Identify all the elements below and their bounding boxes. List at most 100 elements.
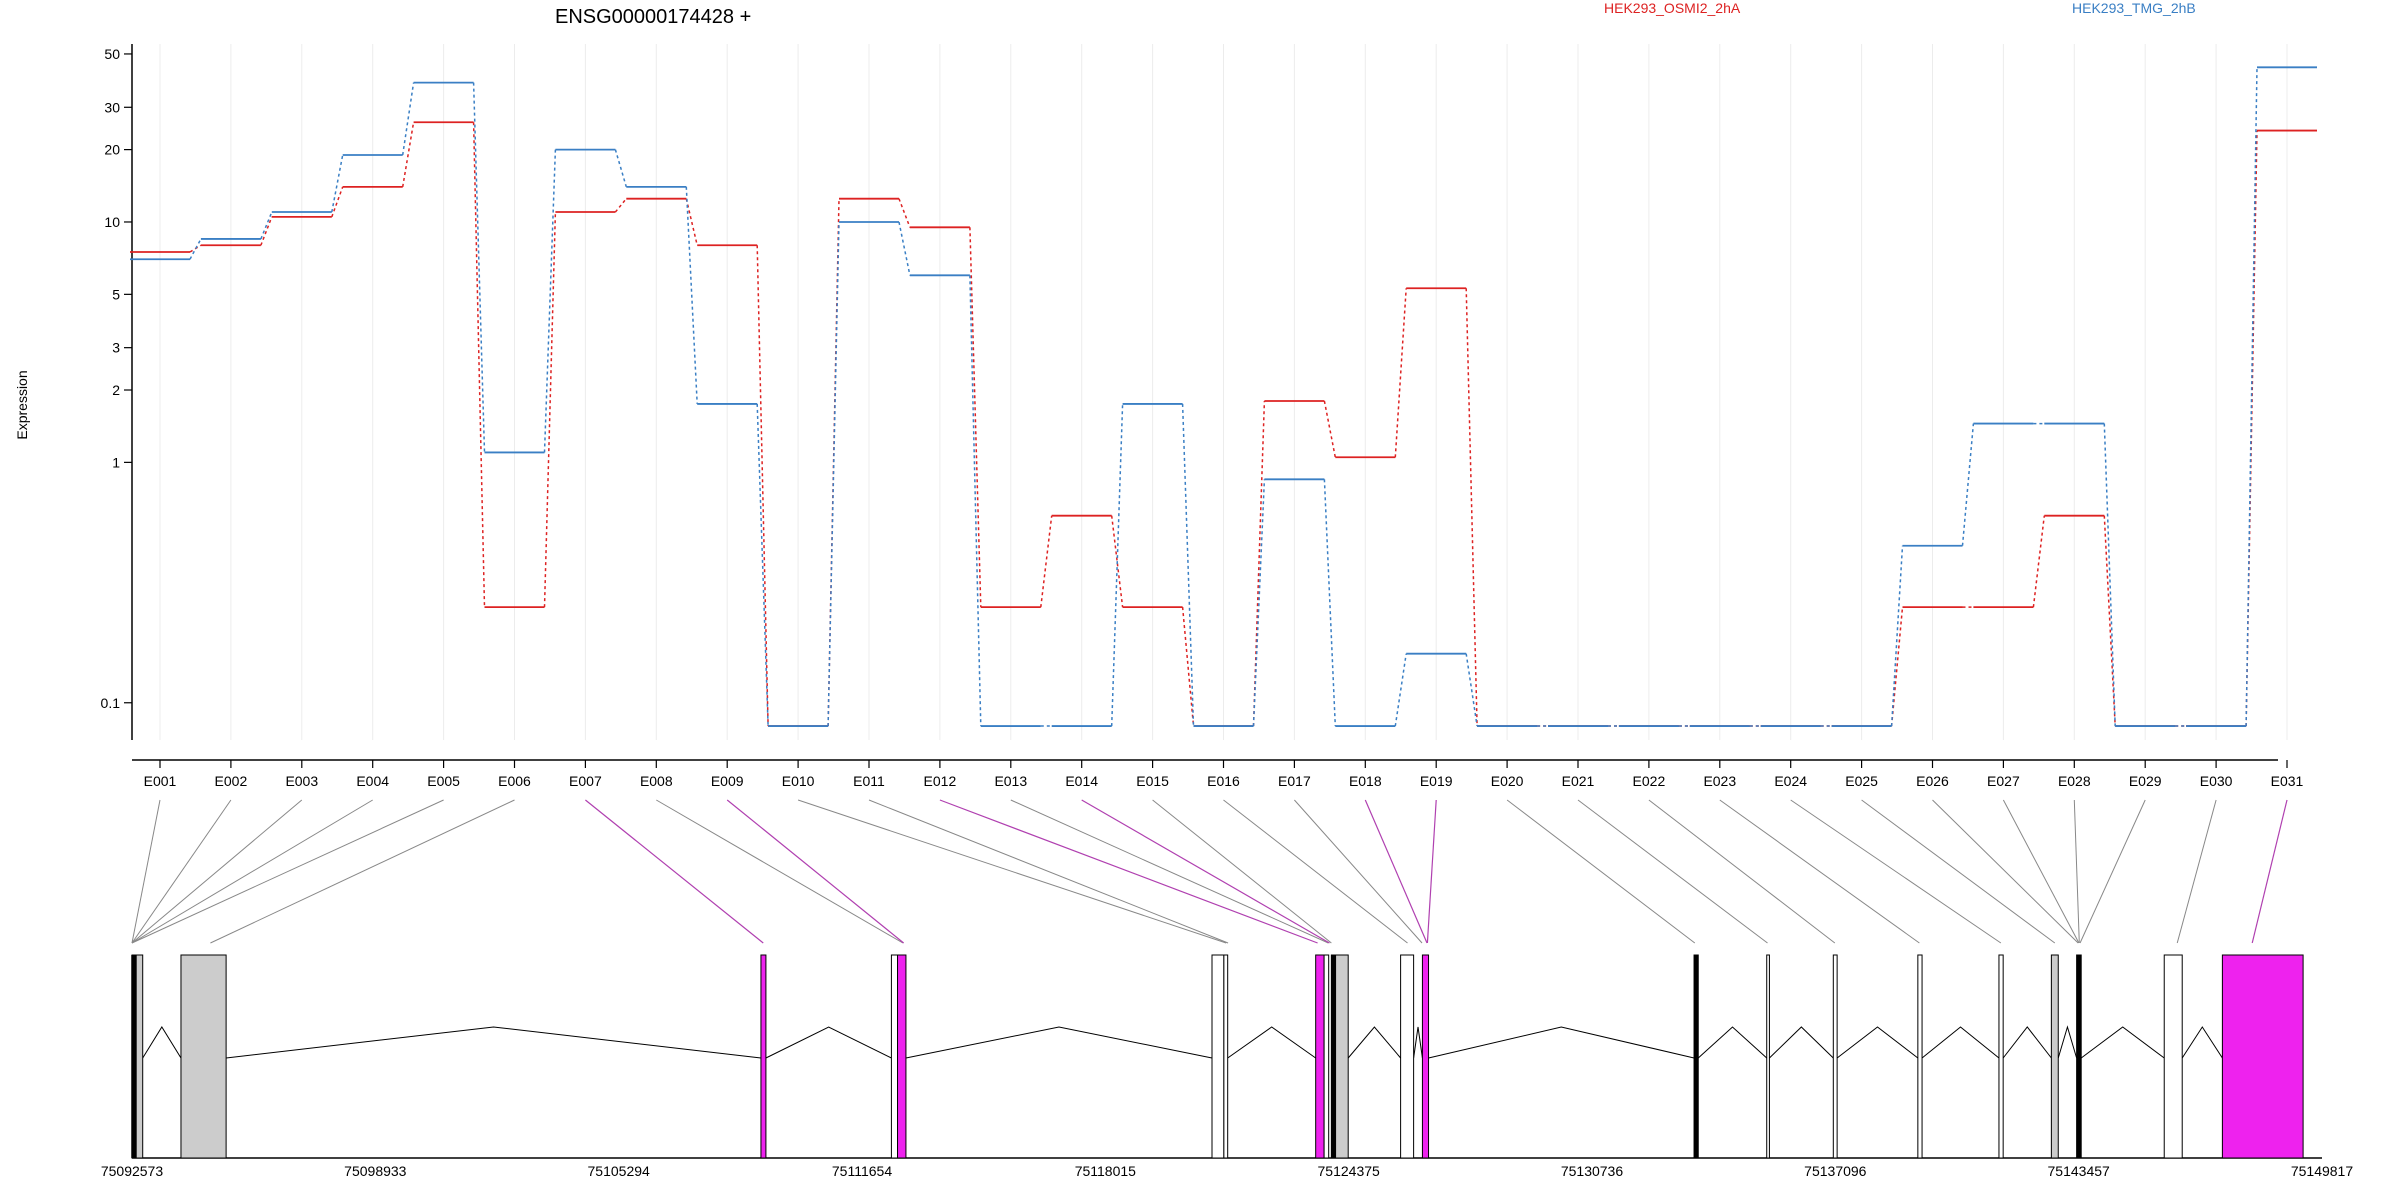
exon-connector — [939, 799, 1318, 944]
x-tick-label: E014 — [1065, 773, 1098, 789]
y-tick-label: 20 — [104, 142, 120, 158]
intron — [2057, 1025, 2078, 1059]
y-axis-label: Expression — [14, 370, 30, 439]
exon-connector — [1152, 799, 1332, 944]
coordinate-label: 75098933 — [344, 1163, 407, 1179]
intron — [1836, 1026, 1919, 1059]
exon-box — [1330, 954, 1337, 1159]
x-tick-label: E006 — [498, 773, 531, 789]
intron — [1921, 1026, 2000, 1059]
exon-box — [2221, 954, 2304, 1159]
exon-box — [760, 954, 767, 1159]
exon-connector — [131, 799, 303, 944]
exon-box — [2076, 954, 2082, 1159]
x-tick-label: E022 — [1633, 773, 1666, 789]
exon-connector — [2073, 799, 2080, 944]
x-tick-label: E019 — [1420, 773, 1453, 789]
exon-connector — [1648, 799, 1836, 944]
coordinate-label: 75105294 — [588, 1163, 651, 1179]
x-tick-label: E015 — [1136, 773, 1169, 789]
exon-box — [1335, 954, 1349, 1159]
x-tick-label: E016 — [1207, 773, 1240, 789]
exon-connector — [1294, 799, 1423, 944]
y-tick-label: 2 — [112, 382, 120, 398]
coordinate-label: 75092573 — [101, 1163, 164, 1179]
x-tick-label: E025 — [1845, 773, 1878, 789]
exon-connector — [1577, 799, 1768, 944]
exon-box — [131, 954, 137, 1159]
coordinate-label: 75149817 — [2291, 1163, 2354, 1179]
intron — [1413, 1026, 1423, 1059]
y-tick-label: 10 — [104, 214, 120, 230]
series-tmg — [130, 66, 2317, 727]
x-tick-label: E027 — [1987, 773, 2020, 789]
x-tick-label: E007 — [569, 773, 602, 789]
intron — [226, 1026, 762, 1059]
intron — [1227, 1026, 1316, 1059]
exon-connector — [131, 799, 444, 944]
x-tick-label: E003 — [285, 773, 318, 789]
series-line — [189, 122, 2258, 727]
exon-connector — [210, 799, 515, 944]
exon-connectors — [131, 799, 2288, 944]
coordinate-label: 75143457 — [2048, 1163, 2111, 1179]
x-tick-label: E001 — [144, 773, 177, 789]
coordinate-label: 75124375 — [1318, 1163, 1381, 1179]
exon-box — [2050, 954, 2059, 1159]
x-tick-label: E023 — [1703, 773, 1736, 789]
x-tick-label: E010 — [782, 773, 815, 789]
x-tick-label: E026 — [1916, 773, 1949, 789]
exon-box — [1766, 954, 1770, 1159]
exon-connector — [868, 799, 1229, 944]
exon-box — [1832, 954, 1838, 1159]
exon-connector — [1861, 799, 2056, 944]
exon-box — [1400, 954, 1415, 1159]
y-axis-ticks: 0.1 1 2 3 5 10 20 30 50 — [101, 46, 132, 711]
legend-entry-tmg: HEK293_TMG_2hB — [2072, 0, 2196, 16]
legend-entry-osmi2: HEK293_OSMI2_2hA — [1604, 0, 1741, 16]
exon-connector — [1081, 799, 1330, 944]
x-tick-label: E002 — [215, 773, 248, 789]
x-tick-label: E031 — [2271, 773, 2304, 789]
exon-connector — [1426, 799, 1437, 944]
exon-connector — [1506, 799, 1696, 944]
exon-box — [1421, 954, 1430, 1159]
x-tick-label: E004 — [356, 773, 389, 789]
gene-model — [131, 954, 2322, 1159]
exon-box — [1315, 954, 1325, 1159]
intron — [2080, 1026, 2165, 1059]
exon-connector — [131, 799, 373, 944]
exon-box — [1917, 954, 1923, 1159]
coordinate-label: 75111654 — [832, 1163, 892, 1179]
exon-box — [180, 954, 227, 1159]
exon-connector — [131, 799, 161, 944]
coordinate-label: 75118015 — [1075, 1163, 1136, 1179]
exon-connector — [2079, 799, 2146, 944]
y-tick-label: 1 — [112, 454, 120, 470]
intron — [1697, 1026, 1768, 1059]
exon-connector — [1223, 799, 1408, 944]
x-tick-label: E008 — [640, 773, 673, 789]
series-lines — [130, 66, 2317, 727]
exon-connector — [1932, 799, 2079, 944]
y-tick-label: 50 — [104, 46, 120, 62]
exon-connector — [131, 799, 232, 944]
x-tick-label: E029 — [2129, 773, 2162, 789]
x-tick-label: E005 — [427, 773, 460, 789]
exon-connector — [1010, 799, 1329, 944]
intron — [1347, 1026, 1401, 1059]
grid-lines — [159, 44, 2288, 740]
x-tick-label: E024 — [1774, 773, 1807, 789]
x-tick-label: E020 — [1491, 773, 1524, 789]
x-tick-label: E017 — [1278, 773, 1311, 789]
y-tick-label: 3 — [112, 340, 120, 356]
axes — [131, 44, 2278, 761]
exon-connector — [1719, 799, 1920, 944]
exon-connector — [2176, 799, 2217, 944]
exon-connector — [726, 799, 905, 944]
chart-title: ENSG00000174428 + — [555, 6, 751, 28]
exon-connector — [585, 799, 764, 944]
y-tick-label: 5 — [112, 286, 120, 302]
exon-connector — [1790, 799, 2002, 944]
